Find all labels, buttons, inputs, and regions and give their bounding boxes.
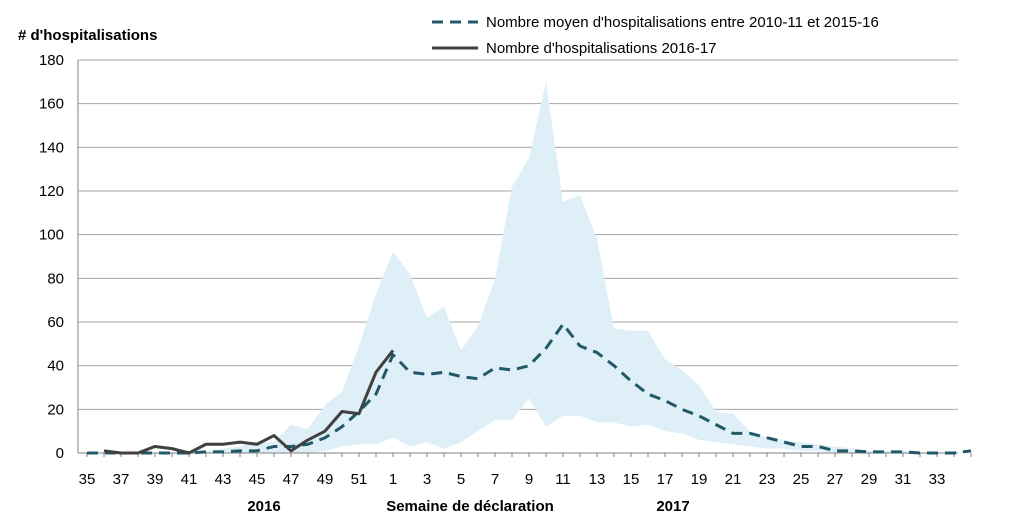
y-axis-title: # d'hospitalisations xyxy=(18,27,157,44)
x-tick-label-19: 19 xyxy=(691,471,708,488)
y-tick-label-40: 40 xyxy=(47,358,64,375)
y-tick-label-20: 20 xyxy=(47,401,64,418)
x-tick-label-27: 27 xyxy=(827,471,844,488)
x-tick-label-43: 43 xyxy=(215,471,232,488)
series-layer xyxy=(87,322,972,455)
x-tick-label-29: 29 xyxy=(861,471,878,488)
x-tick-label-31: 31 xyxy=(895,471,912,488)
x-tick-label-41: 41 xyxy=(181,471,198,488)
y-tick-label-180: 180 xyxy=(39,52,64,69)
y-tick-label-0: 0 xyxy=(56,445,64,462)
x-tick-label-1: 1 xyxy=(389,471,397,488)
x-tick-label-39: 39 xyxy=(147,471,164,488)
year-label-2017: 2017 xyxy=(656,498,689,515)
y-tick-label-60: 60 xyxy=(47,314,64,331)
y-tick-label-160: 160 xyxy=(39,96,64,113)
y-tick-label-100: 100 xyxy=(39,227,64,244)
y-tick-label-140: 140 xyxy=(39,139,64,156)
x-axis-title: Semaine de déclaration xyxy=(386,498,554,515)
x-tick-label-3: 3 xyxy=(423,471,431,488)
x-tick-label-45: 45 xyxy=(249,471,266,488)
x-tick-label-51: 51 xyxy=(351,471,368,488)
series-line-2016-17 xyxy=(103,349,395,455)
x-tick-label-17: 17 xyxy=(657,471,674,488)
y-tick-label-120: 120 xyxy=(39,183,64,200)
x-tick-label-13: 13 xyxy=(589,471,606,488)
series-line-mean xyxy=(87,322,972,455)
legend-mean-label: Nombre moyen d'hospitalisations entre 20… xyxy=(486,14,879,31)
x-tick-label-37: 37 xyxy=(113,471,130,488)
x-tick-label-25: 25 xyxy=(793,471,810,488)
x-tick-label-21: 21 xyxy=(725,471,742,488)
range-band-layer xyxy=(87,81,971,453)
x-tick-label-33: 33 xyxy=(929,471,946,488)
legend-current-label: Nombre d'hospitalisations 2016-17 xyxy=(486,40,717,57)
x-tick-label-9: 9 xyxy=(525,471,533,488)
x-tick-label-11: 11 xyxy=(555,471,571,488)
legend: Nombre moyen d'hospitalisations entre 20… xyxy=(432,14,879,57)
y-tick-label-80: 80 xyxy=(47,270,64,287)
range-band xyxy=(87,81,971,453)
year-label-2016: 2016 xyxy=(247,498,280,515)
x-tick-label-23: 23 xyxy=(759,471,776,488)
x-tick-label-47: 47 xyxy=(283,471,300,488)
x-tick-label-5: 5 xyxy=(457,471,465,488)
x-tick-label-7: 7 xyxy=(491,471,499,488)
x-tick-label-35: 35 xyxy=(79,471,96,488)
x-tick-label-49: 49 xyxy=(317,471,334,488)
x-tick-label-15: 15 xyxy=(623,471,640,488)
